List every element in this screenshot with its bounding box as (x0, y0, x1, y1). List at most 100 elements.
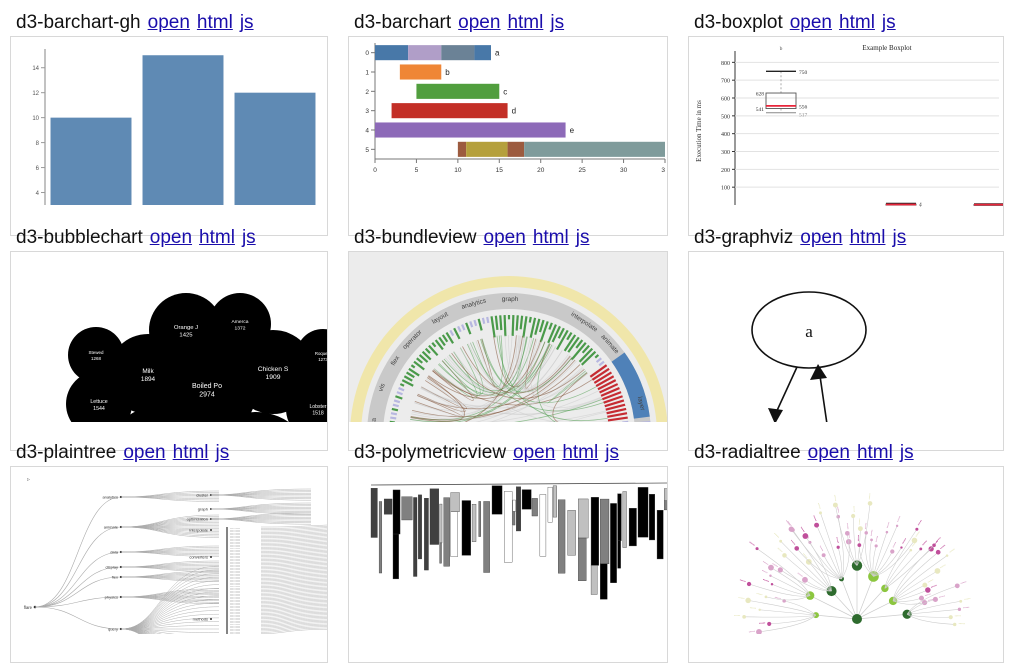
card-header-barchart-gh: d3-barchart-ghopenhtmljs (10, 8, 328, 36)
open-link-radialtree[interactable]: open (808, 442, 850, 463)
card-barchart[interactable]: 0a1b2c3d4e50510152025303 (348, 36, 668, 236)
svg-text:Boiled Po: Boiled Po (192, 383, 222, 390)
html-link-radialtree[interactable]: html (857, 442, 893, 463)
svg-text:b: b (445, 68, 450, 77)
svg-text:a: a (805, 322, 813, 341)
svg-text:d: d (512, 107, 516, 116)
svg-text:200: 200 (721, 168, 730, 174)
svg-text:•••••: ••••• (816, 502, 822, 510)
svg-text:methods: methods (193, 617, 208, 622)
html-link-bundleview[interactable]: html (533, 227, 569, 248)
open-link-graphviz[interactable]: open (800, 227, 842, 248)
svg-text:animate: animate (104, 525, 119, 530)
svg-text:c: c (503, 87, 507, 96)
svg-text:•••••: ••••• (789, 539, 797, 547)
svg-text:6: 6 (36, 166, 40, 172)
svg-text:Chicken S: Chicken S (258, 366, 289, 373)
svg-text:•••••: ••••• (868, 492, 873, 499)
svg-text:data: data (110, 550, 119, 555)
viz-boxplot: Example Boxplot100200300400500600700800E… (689, 37, 1003, 207)
svg-text:1: 1 (365, 70, 369, 77)
svg-text:•••••: ••••• (734, 614, 741, 618)
svg-text:•••••: ••••• (917, 519, 924, 527)
card-header-bubblechart: d3-bubblechart open htmljs (10, 223, 328, 251)
js-link-bubblechart[interactable]: js (242, 227, 256, 248)
html-link-bubblechart[interactable]: html (199, 227, 235, 248)
svg-text:•••••: ••••• (749, 629, 756, 634)
open-link-barchart-gh[interactable]: open (148, 12, 190, 33)
svg-text:•••••: ••••• (901, 537, 908, 545)
open-link-bundleview[interactable]: open (484, 227, 526, 248)
html-link-graphviz[interactable]: html (850, 227, 886, 248)
svg-text:400: 400 (721, 132, 730, 138)
svg-text:•••••: ••••• (748, 540, 756, 547)
svg-text:•••••: ••••• (835, 537, 841, 545)
svg-text:2: 2 (365, 89, 369, 96)
svg-text:•••••: ••••• (818, 545, 825, 553)
js-link-barchart[interactable]: js (550, 12, 564, 33)
js-link-boxplot[interactable]: js (882, 12, 896, 33)
card-barchart-gh[interactable]: 468101214 (10, 36, 328, 236)
card-title-bubblechart: d3-bubblechart (16, 227, 143, 248)
js-link-bundleview[interactable]: js (576, 227, 590, 248)
svg-text:•••••: ••••• (948, 547, 956, 554)
svg-text:•••••: ••••• (935, 536, 943, 544)
gallery-cell-radialtree: d3-radialtreeopenhtmljs ••••••••••••••••… (678, 430, 1015, 642)
svg-text:•••••: ••••• (921, 539, 929, 547)
card-title-boxplot: d3-boxplot (694, 12, 783, 33)
svg-text:20: 20 (537, 167, 545, 174)
svg-text:1372: 1372 (234, 325, 245, 331)
svg-text:a: a (495, 49, 500, 58)
svg-text:14: 14 (32, 66, 39, 72)
svg-text:628: 628 (756, 92, 765, 98)
js-link-plaintree[interactable]: js (216, 442, 230, 463)
html-link-boxplot[interactable]: html (839, 12, 875, 33)
svg-text:•••••: ••••• (776, 546, 784, 554)
js-link-barchart-gh[interactable]: js (240, 12, 254, 33)
chart-barchart-gh: 468101214 (11, 37, 327, 207)
svg-text:•••••: ••••• (896, 515, 902, 523)
svg-text:optimization: optimization (187, 517, 208, 522)
js-link-graphviz[interactable]: js (892, 227, 906, 248)
open-link-boxplot[interactable]: open (790, 12, 832, 33)
card-graphviz[interactable]: a (688, 251, 1004, 451)
svg-text:3: 3 (661, 167, 665, 174)
svg-text:4: 4 (365, 128, 369, 135)
html-link-polymetricview[interactable]: html (562, 442, 598, 463)
html-link-plaintree[interactable]: html (173, 442, 209, 463)
card-header-graphviz: d3-graphvizopenhtmljs (688, 223, 1005, 251)
card-title-barchart: d3-barchart (354, 12, 451, 33)
svg-text:•••••: ••••• (801, 552, 809, 560)
svg-text:•••••: ••••• (762, 578, 770, 584)
viz-bundleview: analyticsgraphoperatorlayoutvisflexdataa… (349, 252, 667, 422)
svg-text:556: 556 (799, 104, 808, 110)
html-link-barchart-gh[interactable]: html (197, 12, 233, 33)
svg-text:8: 8 (36, 141, 40, 147)
js-link-polymetricview[interactable]: js (605, 442, 619, 463)
gallery-cell-graphviz: d3-graphvizopenhtmljs a (678, 215, 1015, 430)
open-link-barchart[interactable]: open (458, 12, 500, 33)
svg-text:0: 0 (365, 50, 369, 57)
html-link-barchart[interactable]: html (507, 12, 543, 33)
card-bubblechart[interactable]: Orange J1425Amerca1372Stewed1268Milk1894… (10, 251, 328, 451)
open-link-bubblechart[interactable]: open (150, 227, 192, 248)
card-polymetricview[interactable] (348, 466, 668, 663)
card-radialtree[interactable]: ••••• ••••• ••••• ••••• ••••• ••••• ••••• •••••… (688, 466, 1004, 663)
svg-text:•••••: ••••• (874, 535, 880, 543)
js-link-radialtree[interactable]: js (900, 442, 914, 463)
svg-text:•••••: ••••• (960, 580, 968, 586)
svg-text:•••••: ••••• (774, 595, 782, 601)
gallery-cell-bundleview: d3-bundleviewopenhtmljs analyticsgraphop… (338, 215, 678, 430)
open-link-polymetricview[interactable]: open (513, 442, 555, 463)
card-bundleview[interactable]: analyticsgraphoperatorlayoutvisflexdataa… (348, 251, 668, 451)
svg-text:1: 1 (919, 204, 922, 207)
svg-text:•••••: ••••• (845, 523, 850, 530)
svg-text:3: 3 (365, 108, 369, 115)
svg-text:10: 10 (454, 167, 462, 174)
svg-text:▹: ▹ (27, 477, 30, 483)
card-boxplot[interactable]: Example Boxplot100200300400500600700800E… (688, 36, 1004, 236)
card-plaintree[interactable]: flareanalyticsanimatedatadisplayflexphys… (10, 466, 328, 663)
gallery-cell-plaintree: d3-plaintreeopenhtmljs flareanalyticsani… (0, 430, 338, 642)
svg-text:flex: flex (112, 575, 118, 580)
open-link-plaintree[interactable]: open (123, 442, 165, 463)
